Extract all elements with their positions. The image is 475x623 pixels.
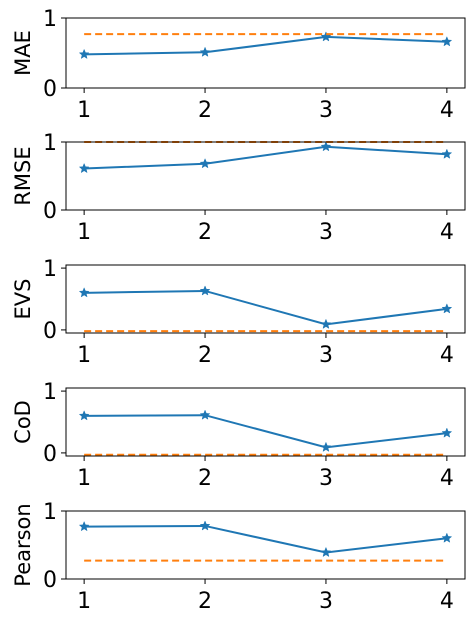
data-point-marker xyxy=(199,46,211,57)
x-tick-label: 4 xyxy=(440,343,454,368)
x-tick-label: 1 xyxy=(77,220,91,245)
y-tick-label: 1 xyxy=(43,500,57,525)
y-tick-label: 1 xyxy=(43,7,57,32)
metric-line xyxy=(84,289,447,326)
data-point-marker xyxy=(199,409,211,420)
y-tick-label: 0 xyxy=(43,319,57,344)
data-point-marker xyxy=(441,427,453,438)
x-tick-label: 3 xyxy=(319,589,333,614)
y-axis-label: Pearson xyxy=(11,503,35,586)
y-tick-label: 0 xyxy=(43,77,57,102)
x-tick-label: 1 xyxy=(77,589,91,614)
x-tick-label: 3 xyxy=(319,220,333,245)
data-point-marker xyxy=(199,520,211,531)
x-tick-label: 2 xyxy=(198,589,212,614)
y-tick-label: 1 xyxy=(43,131,57,156)
data-point-marker xyxy=(199,158,211,169)
y-tick-label: 0 xyxy=(43,568,57,593)
data-point-marker xyxy=(441,303,453,314)
x-tick-label: 4 xyxy=(440,466,454,491)
data-point-marker xyxy=(441,532,453,543)
axes-frame xyxy=(65,141,466,211)
data-point-marker xyxy=(320,546,332,558)
x-tick-label: 1 xyxy=(77,466,91,491)
data-point-marker xyxy=(78,287,90,298)
axes-frame xyxy=(65,17,466,89)
y-tick-label: 0 xyxy=(43,199,57,224)
x-tick-label: 2 xyxy=(198,343,212,368)
data-point-marker xyxy=(199,285,211,296)
x-tick-label: 3 xyxy=(319,98,333,123)
data-point-marker xyxy=(78,162,90,174)
metric-line xyxy=(84,35,447,56)
data-point-marker xyxy=(441,148,453,159)
x-tick-label: 4 xyxy=(440,220,454,245)
data-point-marker xyxy=(441,36,453,47)
x-tick-label: 2 xyxy=(198,220,212,245)
x-tick-label: 4 xyxy=(440,98,454,123)
data-point-marker xyxy=(78,410,90,421)
y-axis-label: EVS xyxy=(11,279,35,320)
x-tick-label: 2 xyxy=(198,98,212,123)
x-tick-label: 2 xyxy=(198,466,212,491)
x-tick-label: 1 xyxy=(77,98,91,123)
metric-line xyxy=(84,414,447,449)
y-tick-label: 1 xyxy=(43,380,57,405)
x-tick-label: 1 xyxy=(77,343,91,368)
metric-line xyxy=(84,145,447,170)
data-point-marker xyxy=(320,441,332,452)
x-tick-label: 3 xyxy=(319,343,333,368)
axes-frame xyxy=(65,510,466,580)
y-axis-label: CoD xyxy=(11,400,35,444)
metric-line xyxy=(84,524,447,554)
axes-frame xyxy=(65,387,466,457)
y-axis-label: RMSE xyxy=(11,146,35,205)
data-point-marker xyxy=(78,520,90,532)
axes-frame xyxy=(65,264,466,334)
y-tick-label: 0 xyxy=(43,442,57,467)
y-tick-label: 1 xyxy=(43,257,57,282)
x-tick-label: 4 xyxy=(440,589,454,614)
data-point-marker xyxy=(320,318,332,329)
data-point-marker xyxy=(78,48,90,59)
data-point-marker xyxy=(320,141,332,152)
y-axis-label: MAE xyxy=(11,30,35,76)
x-tick-label: 3 xyxy=(319,466,333,491)
data-point-marker xyxy=(320,31,332,42)
